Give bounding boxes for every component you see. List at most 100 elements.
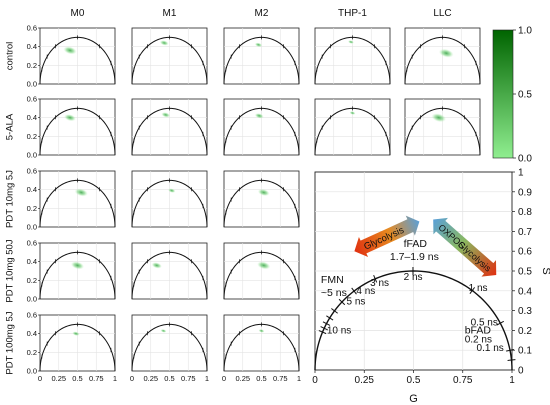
y-tick-label: 0.6	[27, 167, 37, 176]
species-label: ~5 ns	[321, 287, 347, 299]
x-tick-label: 0.75	[89, 374, 104, 383]
phasor-cluster	[438, 48, 454, 58]
x-tick-label: 1	[509, 375, 515, 386]
y-tick-label: 0.2	[27, 132, 37, 141]
phasor-cluster	[159, 40, 169, 46]
y-tick-label: 0.6	[27, 95, 37, 104]
y-tick-label: 0.0	[27, 151, 37, 160]
x-tick-label: 0.75	[181, 374, 196, 383]
phasor-cluster	[254, 42, 263, 48]
x-tick-label: 0.5	[164, 374, 174, 383]
x-tick-label: 0.25	[235, 374, 250, 383]
x-tick-label: 1	[297, 374, 301, 383]
lifetime-tick	[373, 274, 378, 283]
panel-4-2: 0 0.25 0.5 0.75 1	[222, 314, 301, 383]
y-tick-label: 0.6	[27, 311, 37, 320]
y-tick-label: 0.1	[518, 346, 532, 357]
lifetime-label: 4 ns	[356, 286, 375, 297]
panel-0-3	[314, 27, 391, 85]
phasor-cluster	[74, 188, 88, 197]
row-label: control	[5, 42, 16, 71]
y-tick-label: 1	[518, 168, 524, 179]
y-tick-label: 0.0	[27, 80, 37, 89]
y-tick-label: 0.2	[27, 61, 37, 70]
column-title-m0: M0	[71, 8, 85, 19]
column-title-llc: LLC	[433, 8, 451, 19]
small-panel-grid: 0.00.20.40.60.00.20.40.60.00.20.40.60.00…	[27, 24, 481, 384]
y-tick-label: 0.6	[27, 239, 37, 248]
phasor-cluster	[151, 262, 162, 269]
y-tick-label: 0.4	[27, 257, 37, 266]
y-tick-label: 0.0	[27, 367, 37, 376]
phasor-cluster	[257, 261, 271, 270]
row-label: PDT 100mg 5J	[5, 311, 16, 374]
lifetime-tick	[351, 287, 357, 295]
x-tick-label: 0.25	[51, 374, 66, 383]
x-tick-label: 0	[222, 374, 226, 383]
panel-0-2	[223, 27, 300, 85]
x-tick-label: 1	[205, 374, 209, 383]
lifetime-tick	[469, 287, 476, 295]
panel-0-1	[131, 27, 208, 85]
y-tick-label: 0.4	[27, 185, 37, 194]
lifetime-tick	[338, 298, 346, 306]
lifetime-label: 0.2 ns	[465, 334, 492, 345]
y-tick-label: 0.7	[518, 227, 532, 238]
phasor-cluster	[63, 46, 77, 55]
panel-4-1: 0 0.25 0.5 0.75 1	[130, 314, 209, 383]
y-tick-label: 0.6	[518, 247, 532, 258]
panel-1-2	[223, 98, 300, 156]
row-label: PDT 10mg 5J	[5, 170, 16, 228]
y-tick-label: 0.4	[518, 286, 532, 297]
x-tick-label: 0.5	[256, 374, 266, 383]
colorbar-tick-label: 0.5	[518, 90, 532, 101]
phasor-cluster	[70, 261, 85, 270]
x-tick-label: 0.25	[355, 375, 375, 386]
row-label: PDT 10mg 50J	[5, 239, 16, 302]
y-tick-label: 0	[518, 366, 524, 377]
y-tick-label: 0.9	[518, 187, 532, 198]
species-label: fFAD	[404, 238, 428, 250]
y-tick-label: 0.4	[27, 42, 37, 51]
phasor-cluster	[161, 112, 171, 118]
panel-1-3	[314, 98, 391, 156]
x-tick-label: 0	[38, 374, 42, 383]
phasor-cluster	[349, 111, 356, 115]
row-label: 5-ALA	[5, 113, 16, 140]
lifetime-label: 0.1 ns	[477, 343, 504, 354]
lifetime-label: 10 ns	[327, 325, 351, 336]
y-tick-label: 0.0	[27, 295, 37, 304]
x-tick-label: 0.75	[453, 375, 473, 386]
x-tick-label: 0.5	[72, 374, 82, 383]
arrow-shape	[433, 217, 497, 277]
arrow-shape	[354, 215, 420, 258]
column-title-m2: M2	[255, 8, 269, 19]
colorbar-tick-label: 1.0	[518, 26, 532, 37]
colorbar-tick-label: 0.0	[518, 154, 532, 165]
x-tick-label: 1	[113, 374, 117, 383]
x-axis-label: G	[409, 393, 418, 405]
y-tick-label: 0.8	[518, 207, 532, 218]
species-label: 1.7–1.9 ns	[390, 251, 439, 263]
x-tick-label: 0	[312, 375, 318, 386]
x-tick-label: 0.5	[407, 375, 421, 386]
phasor-cluster	[257, 188, 270, 197]
lifetime-label: 1 ns	[469, 283, 488, 294]
x-tick-label: 0.25	[143, 374, 158, 383]
y-tick-label: 0.2	[518, 326, 532, 337]
column-titles: M0 M1 M2 THP-1 LLC	[71, 8, 452, 19]
y-axis-label: S	[540, 267, 550, 274]
lifetime-label: 0.5 ns	[471, 317, 498, 328]
lifetime-label: 2 ns	[404, 272, 423, 283]
panel-3-2	[223, 242, 300, 300]
panel-2-1	[131, 170, 208, 228]
y-tick-label: 0.2	[27, 348, 37, 357]
row-labels: control 5-ALA PDT 10mg 5J PDT 10mg 50J PDT 1…	[5, 42, 16, 375]
lifetime-tick	[326, 315, 334, 321]
panel-1-4	[404, 98, 481, 156]
column-title-m1: M1	[163, 8, 177, 19]
panel-4-0: 0.0 0.2 0.4 0.6 0 0.25 0.5 0.75 1	[27, 311, 118, 384]
colorbar: 0.0 0.5 1.0	[492, 26, 532, 165]
panel-1-0: 0.0 0.2 0.4 0.6	[27, 95, 116, 160]
